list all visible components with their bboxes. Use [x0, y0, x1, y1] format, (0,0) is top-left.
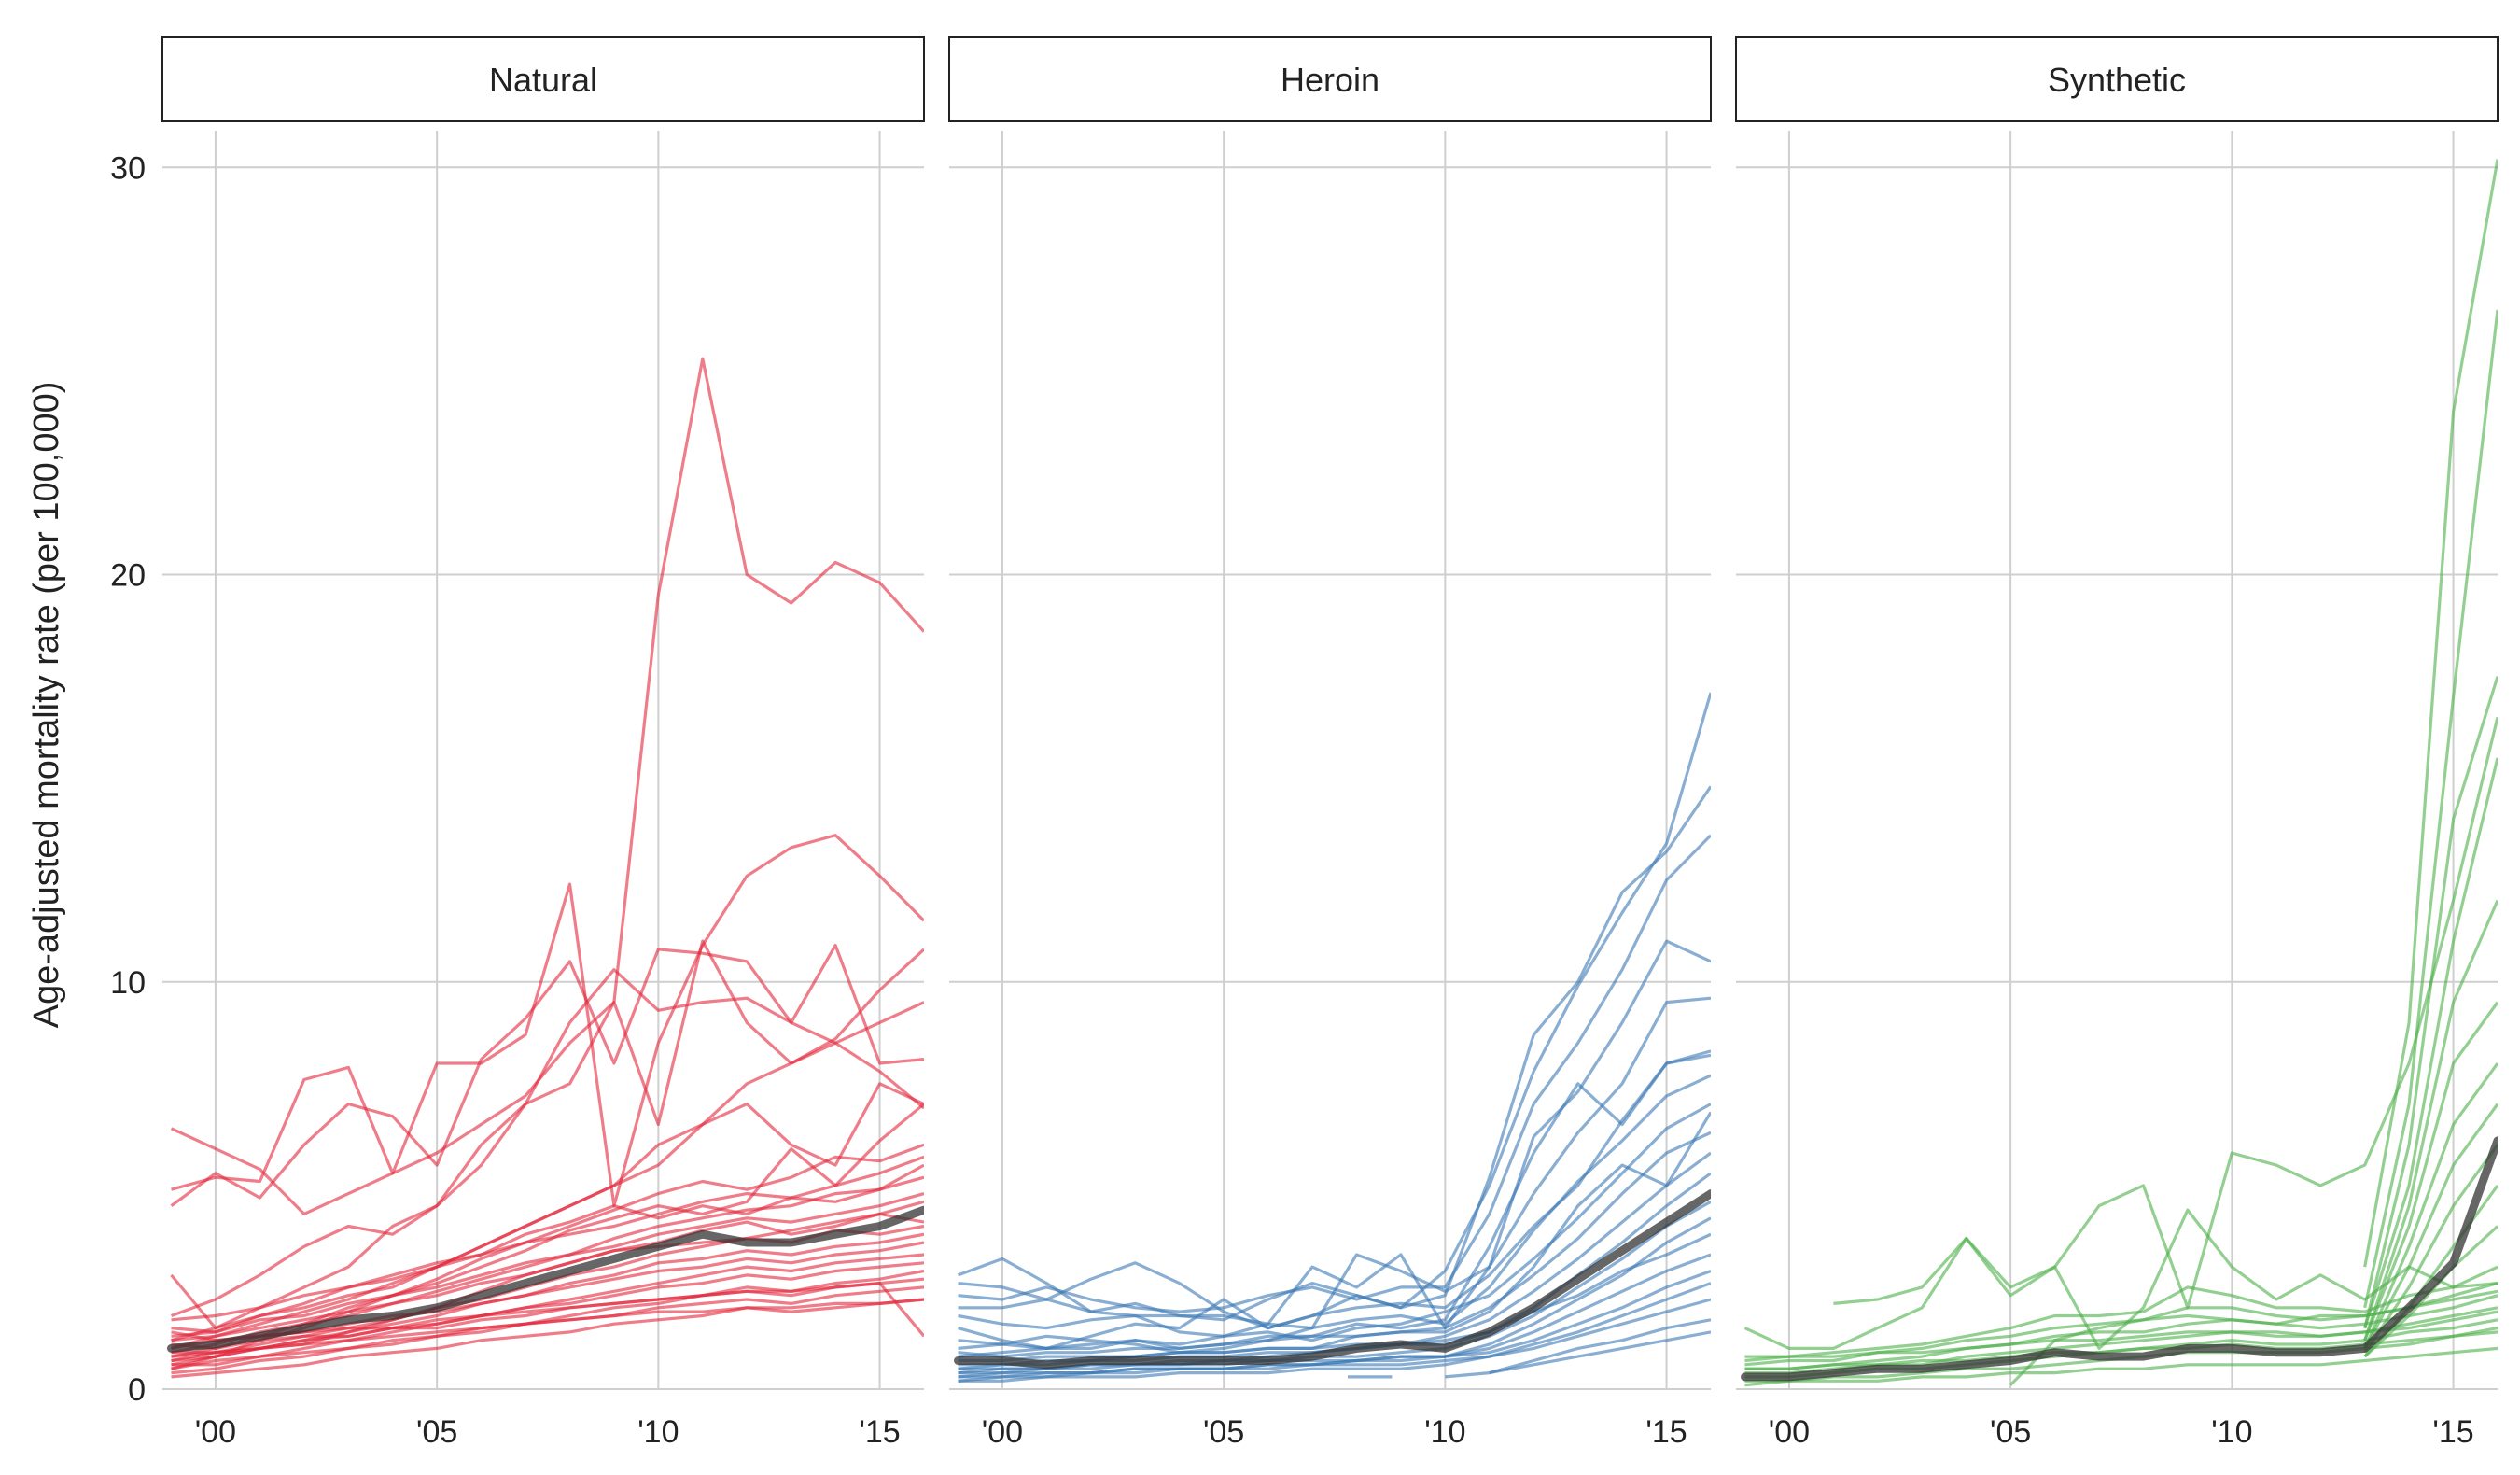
state-series-line: [1489, 1330, 1711, 1375]
state-series-line: [171, 834, 924, 1208]
facets-layer: Natural '00 '05 '10 '15 0 10 20 30 Heroin '00 '05 '1…: [110, 36, 2499, 1450]
x-tick-label: '10: [1424, 1414, 1465, 1450]
state-series-line: [958, 1111, 1711, 1358]
x-tick-label: '15: [859, 1414, 900, 1450]
state-series-line: [2363, 757, 2498, 1329]
state-series-line: [171, 1285, 924, 1367]
state-series-line: [958, 1049, 1711, 1350]
state-series-line: [171, 1224, 924, 1363]
national-trend-line: [167, 1205, 924, 1353]
state-series-line: [1744, 1265, 2498, 1358]
state-series-line: [957, 692, 1711, 1322]
state-series-line: [958, 785, 1711, 1330]
state-series-line: [1744, 1310, 2498, 1363]
state-series-line: [171, 1175, 924, 1338]
x-tick-label: '10: [637, 1414, 679, 1450]
facet-strip: [161, 36, 925, 122]
x-tick-label: '00: [1769, 1414, 1810, 1450]
national-trend-line: [954, 1189, 1711, 1370]
x-tick-label: '15: [1645, 1414, 1687, 1450]
state-series-line: [170, 968, 924, 1318]
state-series-line: [958, 1232, 1711, 1363]
state-series-line: [2363, 899, 2498, 1342]
state-series-line: [2363, 159, 2498, 1268]
state-series-line: [958, 1282, 1711, 1383]
facet-title: Heroin: [1281, 61, 1379, 99]
x-tick-label: '15: [2432, 1414, 2473, 1450]
state-series-line: [2363, 676, 2498, 1328]
state-series-line: [958, 939, 1711, 1330]
x-tick-label: '00: [982, 1414, 1023, 1450]
state-series-line: [170, 357, 924, 1215]
state-series-line: [171, 1253, 924, 1370]
state-series-line: [958, 996, 1711, 1338]
state-series-line: [171, 1200, 924, 1363]
y-axis-title: Age-adjusted mortality rate (per 100,000…: [27, 382, 66, 1029]
facet-title: Synthetic: [2048, 61, 2186, 99]
x-tick-label: '05: [416, 1414, 457, 1450]
state-series-line: [171, 1298, 924, 1379]
facet-strip: [948, 36, 1712, 122]
state-series-line: [2363, 1062, 2498, 1350]
state-series-line: [171, 1163, 924, 1334]
facet-panel-natural: Natural '00 '05 '10 '15 0 10 20 30: [110, 36, 925, 1450]
y-tick-label: 30: [110, 150, 146, 186]
series-group: [954, 692, 1711, 1383]
x-tick-label: '10: [2211, 1414, 2252, 1450]
state-series-line: [170, 943, 924, 1207]
facet-panel-synthetic: Synthetic '00 '05 '10 '15: [1735, 36, 2499, 1450]
state-series-line: [1833, 1208, 2498, 1350]
state-series-line: [1744, 1294, 2498, 1370]
national-trend-line: [1741, 1136, 2498, 1382]
state-series-line: [171, 1277, 924, 1350]
state-series-line: [171, 1082, 924, 1350]
y-tick-label: 10: [110, 965, 146, 1001]
state-series-line: [2363, 309, 2498, 1309]
state-series-line: [958, 1074, 1711, 1355]
state-series-line: [1743, 716, 2498, 1350]
x-tick-label: '00: [195, 1414, 236, 1450]
series-group: [167, 357, 924, 1379]
state-series-line: [958, 834, 1711, 1313]
state-series-line: [2363, 1103, 2498, 1350]
y-tick-label: 0: [128, 1372, 146, 1408]
x-tick-label: '05: [1990, 1414, 2031, 1450]
x-tick-label: '05: [1203, 1414, 1244, 1450]
state-series-line: [171, 1261, 924, 1358]
facet-title: Natural: [489, 61, 597, 99]
state-series-line: [2009, 1289, 2498, 1386]
facet-strip: [1735, 36, 2499, 122]
y-tick-label: 20: [110, 558, 146, 594]
state-series-line: [1744, 1346, 2498, 1387]
state-series-line: [958, 1298, 1711, 1375]
series-group: [1741, 159, 2498, 1387]
facet-panel-heroin: Heroin '00 '05 '10 '15: [948, 36, 1712, 1450]
state-series-line: [171, 1155, 924, 1322]
state-series-line: [958, 1103, 1711, 1358]
